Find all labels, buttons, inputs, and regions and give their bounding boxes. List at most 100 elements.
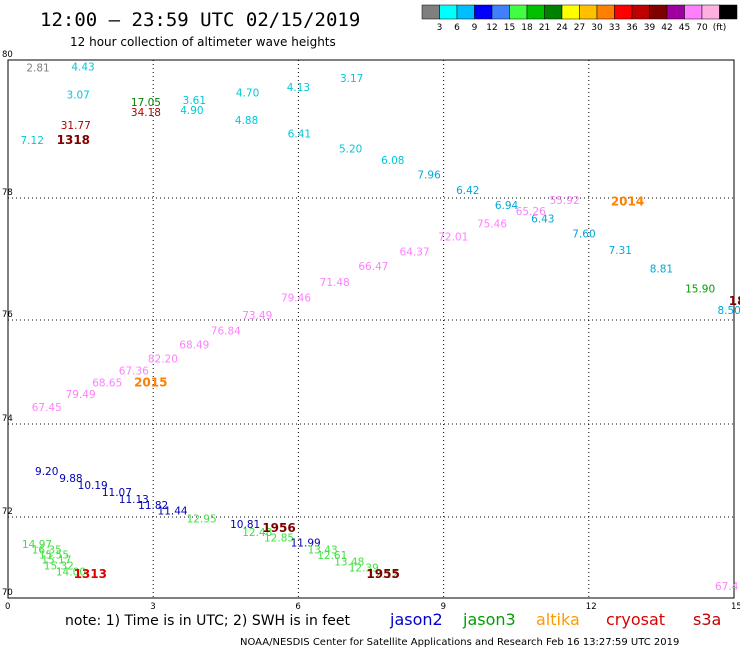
data-point-label: 3.07 (66, 90, 89, 102)
x-tick-label: 15 (731, 602, 740, 612)
data-point-label: 2.81 (26, 63, 49, 75)
chart-title: 12:00 – 23:59 UTC 02/15/2019 (40, 9, 360, 31)
data-point-label: 67.45 (32, 402, 62, 414)
data-point-label: 7.31 (609, 245, 632, 257)
footer-note: note: 1) Time is in UTC; 2) SWH is in fe… (65, 613, 351, 629)
colorbar-swatch (701, 4, 720, 20)
data-point-label: 7.60 (572, 229, 595, 241)
y-tick-label: 78 (2, 188, 13, 198)
data-point-label: 67.36 (119, 366, 149, 378)
colorbar-tick-label: 24 (556, 23, 568, 33)
pass-id-label: 1313 (74, 567, 107, 581)
colorbar-swatch (421, 4, 440, 20)
data-point-label: 10.81 (230, 519, 260, 531)
colorbar-tick-label: 6 (454, 23, 460, 33)
data-point-label: 67.4 (715, 581, 739, 593)
data-point-label: 15.32 (44, 561, 74, 573)
colorbar-tick-label: 18 (521, 23, 533, 33)
data-point-label: 6.42 (456, 185, 479, 197)
colorbar-swatch (579, 4, 598, 20)
legend-altika: altika (536, 610, 580, 629)
satellite-legend: jason2 jason3 altika cryosat s3a (389, 610, 721, 629)
colorbar-swatch (561, 4, 580, 20)
colorbar-tick-label: 42 (661, 23, 672, 33)
data-point-label: 12.12 (368, 569, 398, 581)
legend-cryosat: cryosat (606, 610, 665, 629)
colorbar-tick-label: 39 (644, 23, 656, 33)
data-point-label: 79.46 (281, 293, 311, 305)
data-point-label: 12.61 (317, 550, 347, 562)
pass-id-label: 2015 (134, 376, 167, 390)
legend-jason3: jason3 (462, 610, 516, 629)
data-point-label: 4.13 (287, 82, 310, 94)
data-point-label: 64.37 (400, 246, 430, 258)
pass-id-label: 1318 (57, 133, 90, 147)
x-tick-label: 12 (586, 602, 597, 612)
colorbar-tick-label: 70 (696, 23, 708, 33)
colorbar-legend: 3 6 9 12 15 18 21 24 27 30 33 36 39 42 45 70 (ft) (421, 4, 738, 33)
data-point-label: 12.48 (242, 527, 272, 539)
data-point-label: 12.95 (187, 513, 217, 525)
data-point-label: 13.48 (334, 557, 364, 569)
data-point-label: 15.55 (39, 549, 69, 561)
data-point-label: 11.99 (291, 538, 321, 550)
data-point-label: 31.77 (61, 120, 91, 132)
colorbar-swatch (509, 4, 528, 20)
colorbar-swatch (544, 4, 563, 20)
data-point-label: 8.50 (717, 305, 740, 317)
data-point-label: 4.90 (180, 105, 203, 117)
colorbar-swatch (456, 4, 475, 20)
data-point-label: 7.96 (417, 170, 441, 182)
x-tick-label: 9 (441, 602, 446, 612)
colorbar-swatch (684, 4, 703, 20)
data-point-label: 65.26 (516, 206, 546, 218)
pass-id-label: 181 (729, 294, 740, 308)
colorbar-swatch (666, 4, 685, 20)
colorbar-tick-label: (ft) (713, 23, 727, 33)
colorbar-swatch (526, 4, 545, 20)
colorbar-swatch (474, 4, 493, 20)
data-point-label: 6.43 (531, 213, 554, 225)
data-labels: 2.81 4.43 3.17 4.13 4.70 3.614.90 4.88 6.41 5.20… (21, 61, 740, 593)
data-point-label: 12.39 (349, 563, 379, 575)
grid-lines (8, 60, 734, 598)
data-point-label: 55.92 (550, 195, 580, 207)
colorbar-swatch (439, 4, 458, 20)
data-point-label: 4.88 (235, 115, 258, 127)
colorbar-swatch (631, 4, 650, 20)
colorbar-tick-label: 12 (486, 23, 497, 33)
x-tick-label: 0 (5, 602, 10, 612)
data-point-label: 12.85 (264, 532, 294, 544)
data-point-label: 75.46 (477, 218, 507, 230)
data-point-label: 3.17 (340, 73, 363, 85)
footer-credit: NOAA/NESDIS Center for Satellite Applica… (240, 637, 679, 648)
y-tick-label: 70 (2, 588, 13, 598)
colorbar-swatch (719, 4, 738, 20)
data-point-label: 17.05 (131, 97, 161, 109)
colorbar-swatch (491, 4, 510, 20)
data-point-label: 6.41 (288, 128, 311, 140)
y-tick-label: 76 (2, 310, 13, 320)
pass-id-label: 2014 (611, 194, 644, 208)
axis-ticks: 0 3 6 9 12 15 70 72 74 76 78 80 (2, 50, 740, 612)
data-point-label: 9.88 (59, 473, 82, 485)
data-point-label: 14.00 (56, 567, 86, 579)
data-point-label: 11.44 (158, 506, 188, 518)
colorbar-tick-label: 33 (609, 23, 620, 33)
pass-id-label: 1955 (366, 567, 399, 581)
data-point-label: 68.65 (92, 378, 122, 390)
data-point-label: 82.20 (148, 354, 178, 366)
colorbar-swatch (596, 4, 615, 20)
data-point-label: 15.17 (41, 555, 71, 567)
pass-id-label: 1956 (262, 521, 295, 535)
plot-area: 0 3 6 9 12 15 70 72 74 76 78 80 2.81 4.43 3.17 4.13 4.7… (2, 50, 740, 612)
y-tick-label: 80 (2, 50, 13, 60)
colorbar-tick-label: 9 (472, 23, 478, 33)
data-point-label: 13.43 (308, 544, 338, 556)
plot-frame (7, 59, 735, 599)
data-point-label: 4.43 (71, 61, 94, 73)
colorbar-tick-label: 3 (437, 23, 443, 33)
data-point-label: 14.97 (22, 539, 52, 551)
chart-subtitle: 12 hour collection of altimeter wave hei… (70, 35, 336, 49)
